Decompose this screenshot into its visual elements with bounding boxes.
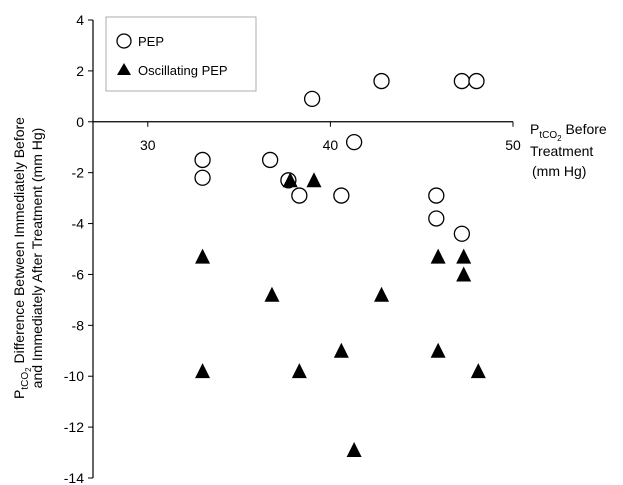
legend-triangle-icon bbox=[117, 63, 131, 75]
x-axis-title: PtCO2 Before Treatment (mm Hg) bbox=[530, 121, 607, 179]
axes bbox=[92, 20, 513, 478]
oscillating-pep-point bbox=[195, 363, 211, 379]
y-tick-label: -8 bbox=[72, 317, 85, 333]
pep-point bbox=[303, 90, 321, 108]
legend-circle-icon bbox=[116, 33, 132, 49]
y-tick-label: 4 bbox=[76, 12, 84, 28]
oscillating-pep-point bbox=[456, 266, 472, 282]
oscillating-pep-point bbox=[346, 442, 362, 458]
x-tick-label: 50 bbox=[505, 137, 521, 153]
x-axis-title-line2: Treatment bbox=[530, 143, 593, 159]
y-tick-label: -10 bbox=[64, 368, 84, 384]
x-axis-title-line3: (mm Hg) bbox=[532, 163, 586, 179]
y-axis-ticks: 4 2 0 -2 -4 -6 -8 -10 -12 -14 bbox=[64, 12, 93, 485]
pep-point bbox=[453, 72, 471, 90]
oscillating-pep-point bbox=[195, 248, 211, 264]
y-tick-label: 0 bbox=[76, 114, 84, 130]
pep-point bbox=[468, 72, 485, 90]
x-tick-label: 40 bbox=[323, 137, 339, 153]
oscillating-pep-point bbox=[456, 248, 472, 264]
y-axis-title-line1: PtCO2 Difference Between Immediately Bef… bbox=[11, 117, 33, 399]
pep-point bbox=[373, 72, 390, 90]
x-axis-title-line1: PtCO2 Before bbox=[530, 121, 607, 143]
y-tick-label: -4 bbox=[72, 216, 85, 232]
pep-point bbox=[453, 225, 471, 242]
oscillating-pep-point bbox=[282, 172, 298, 188]
y-axis-title: PtCO2 Difference Between Immediately Bef… bbox=[11, 117, 45, 399]
legend-label-pep: PEP bbox=[138, 34, 164, 49]
pep-point bbox=[194, 169, 211, 186]
oscillating-pep-point bbox=[306, 172, 322, 188]
oscillating-pep-point bbox=[430, 248, 446, 264]
pep-point bbox=[333, 187, 350, 204]
oscillating-pep-point bbox=[291, 363, 307, 379]
data-points bbox=[194, 72, 486, 458]
legend-box bbox=[105, 16, 257, 92]
pep-point bbox=[345, 133, 363, 151]
oscillating-pep-point bbox=[374, 286, 390, 302]
x-axis-ticks: 30 40 50 bbox=[140, 121, 521, 153]
y-tick-label: 2 bbox=[76, 63, 84, 79]
pep-point bbox=[261, 151, 279, 169]
oscillating-pep-point bbox=[264, 286, 280, 302]
pep-point bbox=[428, 187, 445, 204]
y-axis-title-line2: and Immediately After Treatment (mm Hg) bbox=[29, 128, 45, 389]
oscillating-pep-point bbox=[333, 342, 349, 358]
oscillating-pep-point bbox=[470, 363, 486, 379]
pep-point bbox=[428, 210, 445, 227]
y-tick-label: -6 bbox=[72, 266, 85, 282]
pep-point bbox=[194, 151, 211, 169]
x-tick-label: 30 bbox=[140, 137, 156, 153]
y-tick-label: -12 bbox=[64, 419, 84, 435]
y-tick-label: -14 bbox=[64, 470, 84, 485]
legend: PEP Oscillating PEP bbox=[105, 16, 257, 92]
legend-label-oscillating-pep: Oscillating PEP bbox=[138, 63, 228, 78]
y-tick-label: -2 bbox=[72, 165, 85, 181]
pep-point bbox=[291, 187, 308, 204]
oscillating-pep-point bbox=[430, 342, 446, 358]
